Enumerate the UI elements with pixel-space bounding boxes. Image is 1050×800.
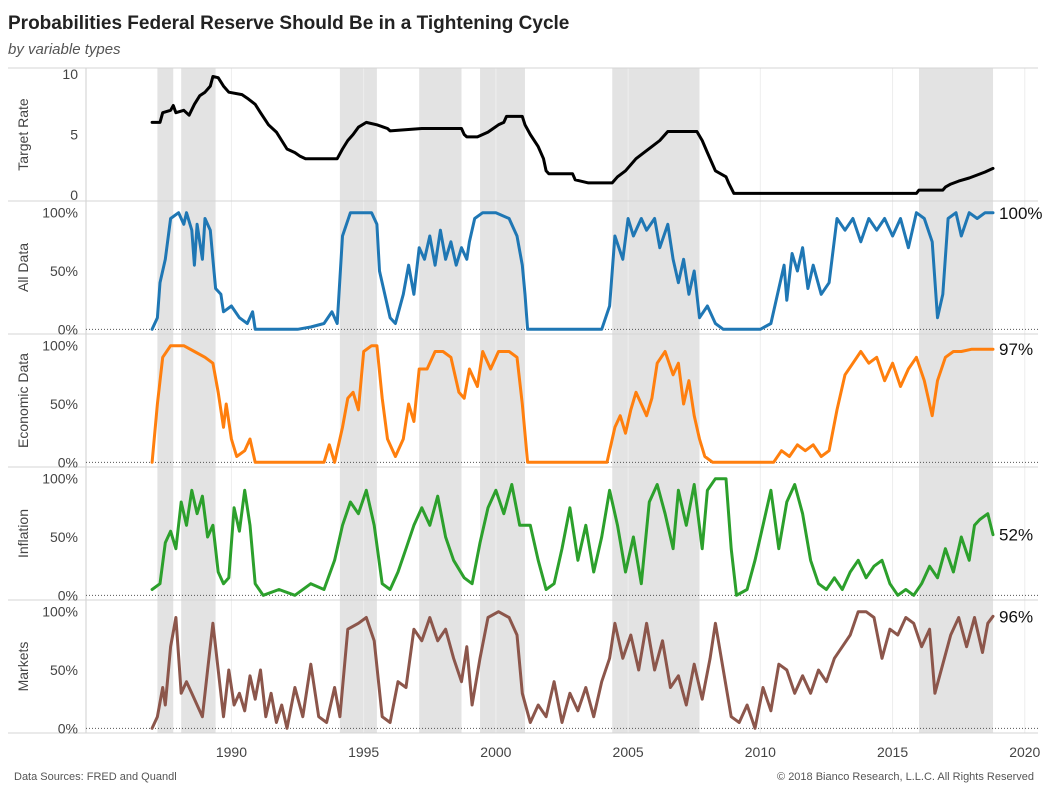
y-tick-label: 100% bbox=[42, 471, 78, 487]
shaded-period bbox=[612, 68, 700, 733]
y-tick-label: 50% bbox=[50, 263, 78, 279]
y-tick-label: 0% bbox=[58, 587, 78, 603]
y-tick-label: 50% bbox=[50, 396, 78, 412]
y-tick-label: 0% bbox=[58, 321, 78, 337]
inflation-end-label: 52% bbox=[999, 526, 1033, 545]
economic-data-axis-title: Economic Data bbox=[15, 353, 31, 448]
markets-series-line bbox=[150, 610, 995, 730]
inflation-axis-title: Inflation bbox=[15, 509, 31, 558]
y-tick-label: 0% bbox=[58, 454, 78, 470]
y-tick-label: 100% bbox=[42, 338, 78, 354]
shaded-period bbox=[181, 68, 216, 733]
y-tick-label: 10 bbox=[62, 66, 78, 82]
copyright-note: © 2018 Bianco Research, L.L.C. All Right… bbox=[777, 771, 1034, 783]
y-tick-label: 50% bbox=[50, 662, 78, 678]
y-tick-label: 5 bbox=[70, 127, 78, 143]
x-tick-label: 1990 bbox=[216, 744, 247, 760]
target-rate-axis-title: Target Rate bbox=[15, 98, 31, 171]
y-tick-label: 100% bbox=[42, 604, 78, 620]
y-tick-label: 0 bbox=[70, 187, 78, 203]
target-rate-series-line bbox=[150, 75, 995, 195]
x-tick-label: 2005 bbox=[613, 744, 644, 760]
markets-end-label: 96% bbox=[999, 607, 1033, 626]
x-tick-label: 2010 bbox=[745, 744, 776, 760]
shaded-period bbox=[157, 68, 174, 733]
x-tick-label: 2020 bbox=[1009, 744, 1040, 760]
all-data-axis-title: All Data bbox=[15, 243, 31, 292]
chart-subtitle: by variable types bbox=[8, 41, 121, 58]
y-tick-label: 0% bbox=[58, 720, 78, 736]
x-tick-label: 1995 bbox=[348, 744, 379, 760]
economic-data-end-label: 97% bbox=[999, 340, 1033, 359]
shaded-period bbox=[419, 68, 462, 733]
x-tick-label: 2000 bbox=[480, 744, 511, 760]
all-data-end-label: 100% bbox=[999, 204, 1042, 223]
all-data-series-line bbox=[150, 211, 995, 331]
markets-axis-title: Markets bbox=[15, 642, 31, 692]
y-tick-label: 100% bbox=[42, 205, 78, 221]
chart-title: Probabilities Federal Reserve Should Be … bbox=[8, 13, 570, 34]
x-tick-label: 2015 bbox=[877, 744, 908, 760]
economic-data-series-line bbox=[150, 344, 995, 464]
shaded-period bbox=[480, 68, 525, 733]
inflation-series-line bbox=[150, 477, 995, 597]
y-tick-label: 50% bbox=[50, 529, 78, 545]
data-sources-note: Data Sources: FRED and Quandl bbox=[14, 771, 177, 783]
